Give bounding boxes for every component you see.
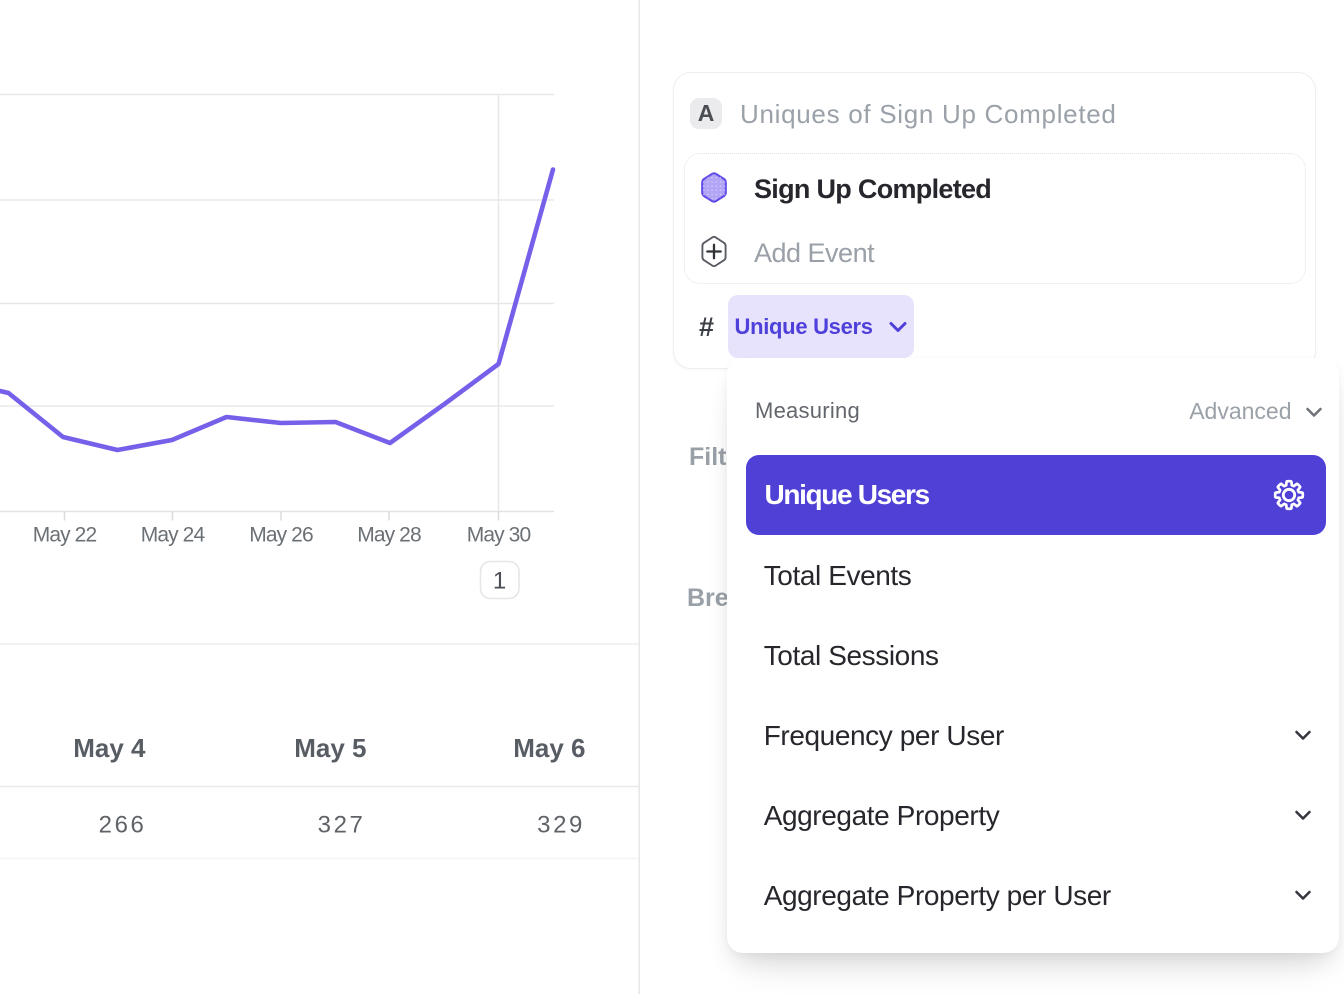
svg-text:May 6: May 6 <box>513 733 585 763</box>
svg-text:May 26: May 26 <box>249 524 313 547</box>
svg-text:May 28: May 28 <box>357 524 421 547</box>
svg-text:May 30: May 30 <box>467 524 531 547</box>
svg-text:1: 1 <box>493 568 506 595</box>
svg-text:327: 327 <box>318 812 366 839</box>
svg-text:May 22: May 22 <box>33 524 97 547</box>
svg-text:266: 266 <box>99 812 147 839</box>
svg-text:May 4: May 4 <box>73 733 146 763</box>
svg-text:May 5: May 5 <box>294 733 366 763</box>
svg-text:May 24: May 24 <box>141 524 206 547</box>
svg-text:329: 329 <box>537 812 585 839</box>
